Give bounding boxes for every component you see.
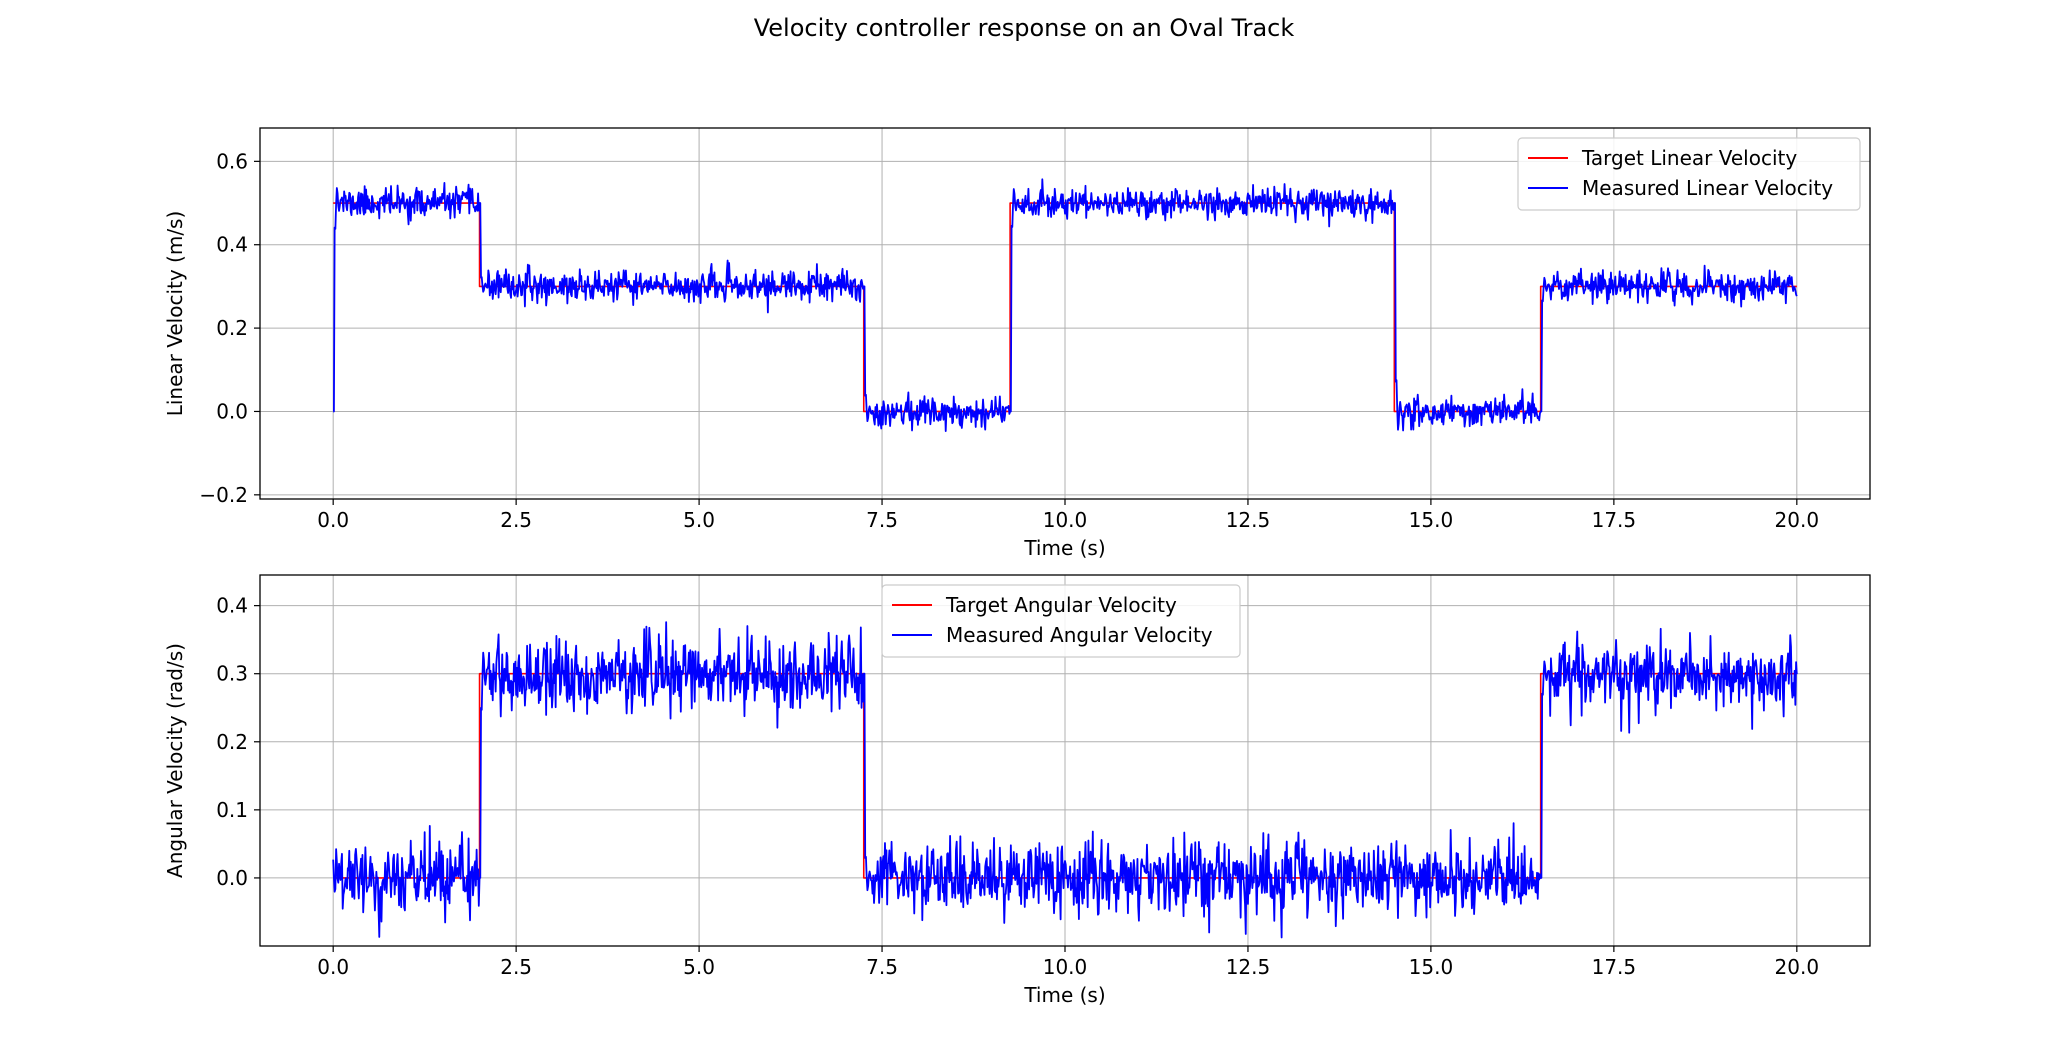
figure-title: Velocity controller response on an Oval …: [753, 14, 1295, 42]
y-tick-label: 0.4: [216, 233, 248, 257]
x-tick-label: 2.5: [500, 508, 532, 532]
legend-box: [881, 584, 1241, 658]
legend: Target Linear Velocity Measured Linear Ve…: [1517, 137, 1861, 211]
x-tick-label: 0.0: [317, 508, 349, 532]
legend: Target Angular Velocity Measured Angular …: [881, 584, 1241, 658]
x-tick-label: 5.0: [683, 508, 715, 532]
series-line-2: [333, 178, 1798, 432]
legend-box: [1517, 137, 1861, 211]
y-tick-label: 0.3: [216, 662, 248, 686]
x-axis-label: Time (s): [1023, 983, 1105, 1007]
x-tick-label: 2.5: [500, 955, 532, 979]
subplot-1: 0.0 2.5 5.0 7.5 10.0 12.5 15.0 17.5 20.0 −0.2 0.0 0…: [163, 127, 1871, 560]
y-tick-label: 0.0: [216, 866, 248, 890]
x-tick-label: 7.5: [866, 508, 898, 532]
x-tick-label: 15.0: [1409, 508, 1454, 532]
y-tick-label: 0.2: [216, 730, 248, 754]
legend-label: Measured Angular Velocity: [946, 623, 1213, 647]
y-tick-label: 0.2: [216, 316, 248, 340]
x-tick-label: 17.5: [1592, 508, 1637, 532]
x-tick-label: 0.0: [317, 955, 349, 979]
x-tick-label: 15.0: [1409, 955, 1454, 979]
x-tick-label: 12.5: [1226, 955, 1271, 979]
x-tick-label: 10.0: [1043, 508, 1088, 532]
series-line-2: [332, 621, 1798, 939]
x-tick-label: 5.0: [683, 955, 715, 979]
y-tick-label: 0.1: [216, 798, 248, 822]
legend-label: Target Angular Velocity: [945, 593, 1177, 617]
legend-label: Measured Linear Velocity: [1582, 176, 1833, 200]
x-tick-label: 20.0: [1775, 955, 1820, 979]
x-tick-label: 12.5: [1226, 508, 1271, 532]
y-axis-label: Linear Velocity (m/s): [163, 211, 187, 417]
x-tick-label: 17.5: [1592, 955, 1637, 979]
x-tick-label: 10.0: [1043, 955, 1088, 979]
y-tick-label: 0.6: [216, 149, 248, 173]
legend-label: Target Linear Velocity: [1581, 146, 1797, 170]
y-axis-label: Angular Velocity (rad/s): [163, 643, 187, 878]
subplot-2: 0.0 2.5 5.0 7.5 10.0 12.5 15.0 17.5 20.0 0.0 0.1 0.…: [163, 574, 1871, 1007]
y-tick-label: −0.2: [199, 483, 248, 507]
y-tick-label: 0.0: [216, 399, 248, 423]
x-tick-label: 20.0: [1775, 508, 1820, 532]
x-tick-label: 7.5: [866, 955, 898, 979]
x-axis-label: Time (s): [1023, 536, 1105, 560]
y-tick-label: 0.4: [216, 594, 248, 618]
